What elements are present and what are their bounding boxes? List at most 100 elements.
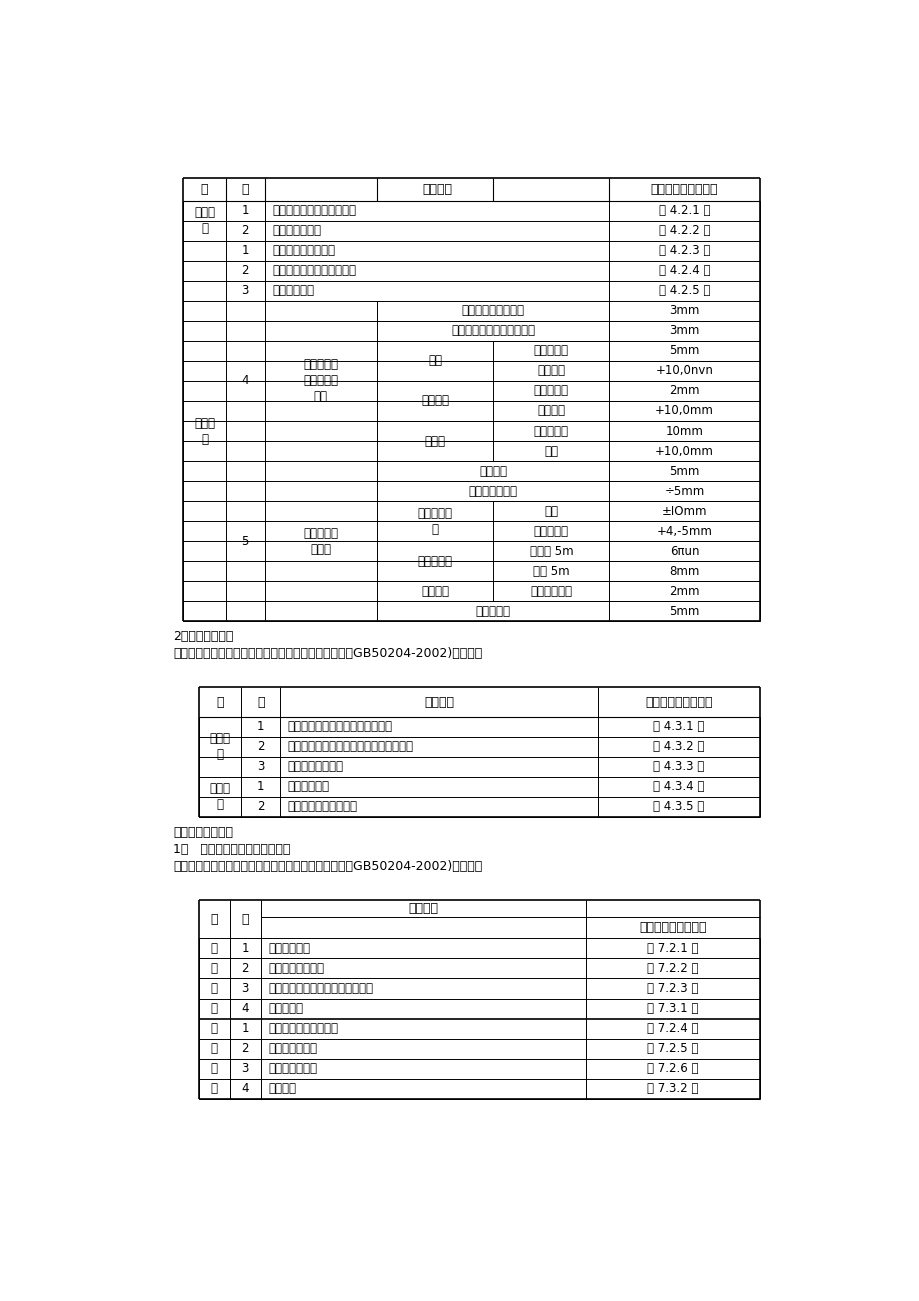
Text: 第 4.2.1 条: 第 4.2.1 条 xyxy=(658,204,709,217)
Text: （三）混凝土工程: （三）混凝土工程 xyxy=(173,826,233,839)
Text: 开盘鉴定: 开盘鉴定 xyxy=(268,1082,296,1095)
Text: 中心线位置: 中心线位置 xyxy=(533,385,568,398)
Text: 3mm: 3mm xyxy=(669,304,699,317)
Text: 5: 5 xyxy=(242,535,249,548)
Text: 4: 4 xyxy=(241,375,249,388)
Text: 1: 1 xyxy=(241,942,249,955)
Text: 第 4.3.3 条: 第 4.3.3 条 xyxy=(652,760,704,773)
Text: 用作模板的地坪、胎模质量: 用作模板的地坪、胎模质量 xyxy=(272,264,356,277)
Text: 5mm: 5mm xyxy=(669,345,699,358)
Text: 5mm: 5mm xyxy=(669,605,699,618)
Text: 1: 1 xyxy=(241,245,249,258)
Text: 外露长度: 外露长度 xyxy=(537,364,564,377)
Text: 第 4.3.2 条: 第 4.3.2 条 xyxy=(652,740,704,753)
Text: 1: 1 xyxy=(256,781,264,794)
Text: 插筋: 插筋 xyxy=(427,354,442,367)
Text: 第 4.2.4 条: 第 4.2.4 条 xyxy=(658,264,709,277)
Text: 中心线位置: 中心线位置 xyxy=(533,424,568,437)
Text: 4: 4 xyxy=(241,1002,249,1015)
Text: 2: 2 xyxy=(256,740,264,753)
Text: 第 7.2.4 条: 第 7.2.4 条 xyxy=(647,1023,698,1036)
Text: 预埋件、预
留孔洞同意
偏差: 预埋件、预 留孔洞同意 偏差 xyxy=(303,359,338,403)
Text: 第 4.2.2 条: 第 4.2.2 条 xyxy=(658,224,709,237)
Text: 主控项
目: 主控项 目 xyxy=(210,732,231,761)
Text: 底模及其支架拆除时的混凝土强度: 底模及其支架拆除时的混凝土强度 xyxy=(288,721,392,734)
Text: 板表面高低差: 板表面高低差 xyxy=(529,584,572,597)
Text: 模板安装同
意偏差: 模板安装同 意偏差 xyxy=(303,527,338,556)
Text: 同意偏差或者同意值: 同意偏差或者同意值 xyxy=(644,696,712,709)
Text: 中心线位置: 中心线位置 xyxy=(533,345,568,358)
Text: ±IOmm: ±IOmm xyxy=(661,505,707,518)
Text: 3mm: 3mm xyxy=(669,324,699,337)
Text: 粗细骨料的质量: 粗细骨料的质量 xyxy=(268,1042,317,1055)
Text: +10,0mm: +10,0mm xyxy=(654,445,713,458)
Text: 目: 目 xyxy=(210,1082,218,1095)
Text: 基础: 基础 xyxy=(544,505,558,518)
Text: 8mm: 8mm xyxy=(669,565,699,578)
Text: 预埋管、预留孔中心线位置: 预埋管、预留孔中心线位置 xyxy=(450,324,535,337)
Text: 相邻两个: 相邻两个 xyxy=(421,584,448,597)
Text: 检查项目: 检查项目 xyxy=(408,902,438,915)
Text: 主: 主 xyxy=(210,942,218,955)
Text: 2: 2 xyxy=(241,961,249,974)
Text: 通常项
目: 通常项 目 xyxy=(210,782,231,812)
Text: 同意偏差或者同意值: 同意偏差或者同意值 xyxy=(650,182,718,195)
Text: 4: 4 xyxy=(241,1082,249,1095)
Text: 配合比设计: 配合比设计 xyxy=(268,1002,303,1015)
Text: 底模上表面标高: 底模上表面标高 xyxy=(468,484,517,497)
Text: 外露长度: 外露长度 xyxy=(537,405,564,418)
Text: 同意偏差或者同意值: 同意偏差或者同意值 xyxy=(639,921,706,934)
Text: +10,0mm: +10,0mm xyxy=(654,405,713,418)
Text: 矿物掺合料质量及掺量: 矿物掺合料质量及掺量 xyxy=(268,1023,338,1036)
Text: 2mm: 2mm xyxy=(669,584,699,597)
Text: 截面内部尺
寸: 截面内部尺 寸 xyxy=(417,506,452,536)
Text: 序: 序 xyxy=(241,913,249,926)
Text: 6πun: 6πun xyxy=(669,545,698,558)
Text: 项: 项 xyxy=(200,182,208,195)
Text: 拌制混凝土用水: 拌制混凝土用水 xyxy=(268,1062,317,1075)
Text: 模板支撑、立柱位置与垫板: 模板支撑、立柱位置与垫板 xyxy=(272,204,356,217)
Text: 大于 5m: 大于 5m xyxy=(532,565,569,578)
Text: 避免拆模损伤: 避免拆模损伤 xyxy=(288,781,330,794)
Text: 不大于 5m: 不大于 5m xyxy=(529,545,573,558)
Text: 序: 序 xyxy=(241,182,249,195)
Text: 尺寸: 尺寸 xyxy=(544,445,558,458)
Text: 3: 3 xyxy=(242,982,249,995)
Text: 1: 1 xyxy=(256,721,264,734)
Text: 2、模板拆除工程: 2、模板拆除工程 xyxy=(173,630,233,643)
Text: +10,0nvn: +10,0nvn xyxy=(655,364,713,377)
Text: 轴线位置: 轴线位置 xyxy=(479,464,506,477)
Text: 3: 3 xyxy=(242,285,249,298)
Text: 3: 3 xyxy=(242,1062,249,1075)
Text: 目: 目 xyxy=(210,1002,218,1015)
Text: 模板安装的通常要求: 模板安装的通常要求 xyxy=(272,245,335,258)
Text: 外加剂质量及应用: 外加剂质量及应用 xyxy=(268,961,324,974)
Text: 质量要求符合《混凝土结构工程施工质量验收规范》（GB50204-2002)的规定。: 质量要求符合《混凝土结构工程施工质量验收规范》（GB50204-2002)的规定… xyxy=(173,860,482,873)
Text: 预留洞: 预留洞 xyxy=(424,435,445,448)
Text: 检查项目: 检查项目 xyxy=(424,696,453,709)
Text: 2: 2 xyxy=(241,264,249,277)
Text: 模板起拱高度: 模板起拱高度 xyxy=(272,285,314,298)
Text: 2mm: 2mm xyxy=(669,385,699,398)
Text: 第 7.2.2 条: 第 7.2.2 条 xyxy=(647,961,698,974)
Text: 检查项目: 检查项目 xyxy=(422,182,451,195)
Text: 项: 项 xyxy=(210,913,218,926)
Text: 2: 2 xyxy=(241,1042,249,1055)
Text: 项: 项 xyxy=(210,1062,218,1075)
Text: 项: 项 xyxy=(210,982,218,995)
Text: 混凝土中氯化物、碱的总含量操纵: 混凝土中氯化物、碱的总含量操纵 xyxy=(268,982,373,995)
Text: 控: 控 xyxy=(210,961,218,974)
Text: 后张法预应力构件侧模与底模的拆除时间: 后张法预应力构件侧模与底模的拆除时间 xyxy=(288,740,414,753)
Text: 第 7.2.6 条: 第 7.2.6 条 xyxy=(647,1062,698,1075)
Text: 层高垂直度: 层高垂直度 xyxy=(417,554,452,567)
Text: 5mm: 5mm xyxy=(669,464,699,477)
Text: 项: 项 xyxy=(216,696,223,709)
Text: 第 4.2.5 条: 第 4.2.5 条 xyxy=(658,285,709,298)
Text: 2: 2 xyxy=(256,800,264,813)
Text: 通常项
目: 通常项 目 xyxy=(194,416,215,445)
Text: 质量要求符合《混凝土结构工程施工质量验收规范》（GB50204-2002)的规定。: 质量要求符合《混凝土结构工程施工质量验收规范》（GB50204-2002)的规定… xyxy=(173,647,482,660)
Text: 后浇带拆模与支项: 后浇带拆模与支项 xyxy=(288,760,344,773)
Text: 第 7.3.1 条: 第 7.3.1 条 xyxy=(647,1002,698,1015)
Text: 避免隔离剂沾污: 避免隔离剂沾污 xyxy=(272,224,321,237)
Text: +4,-5mm: +4,-5mm xyxy=(656,524,712,537)
